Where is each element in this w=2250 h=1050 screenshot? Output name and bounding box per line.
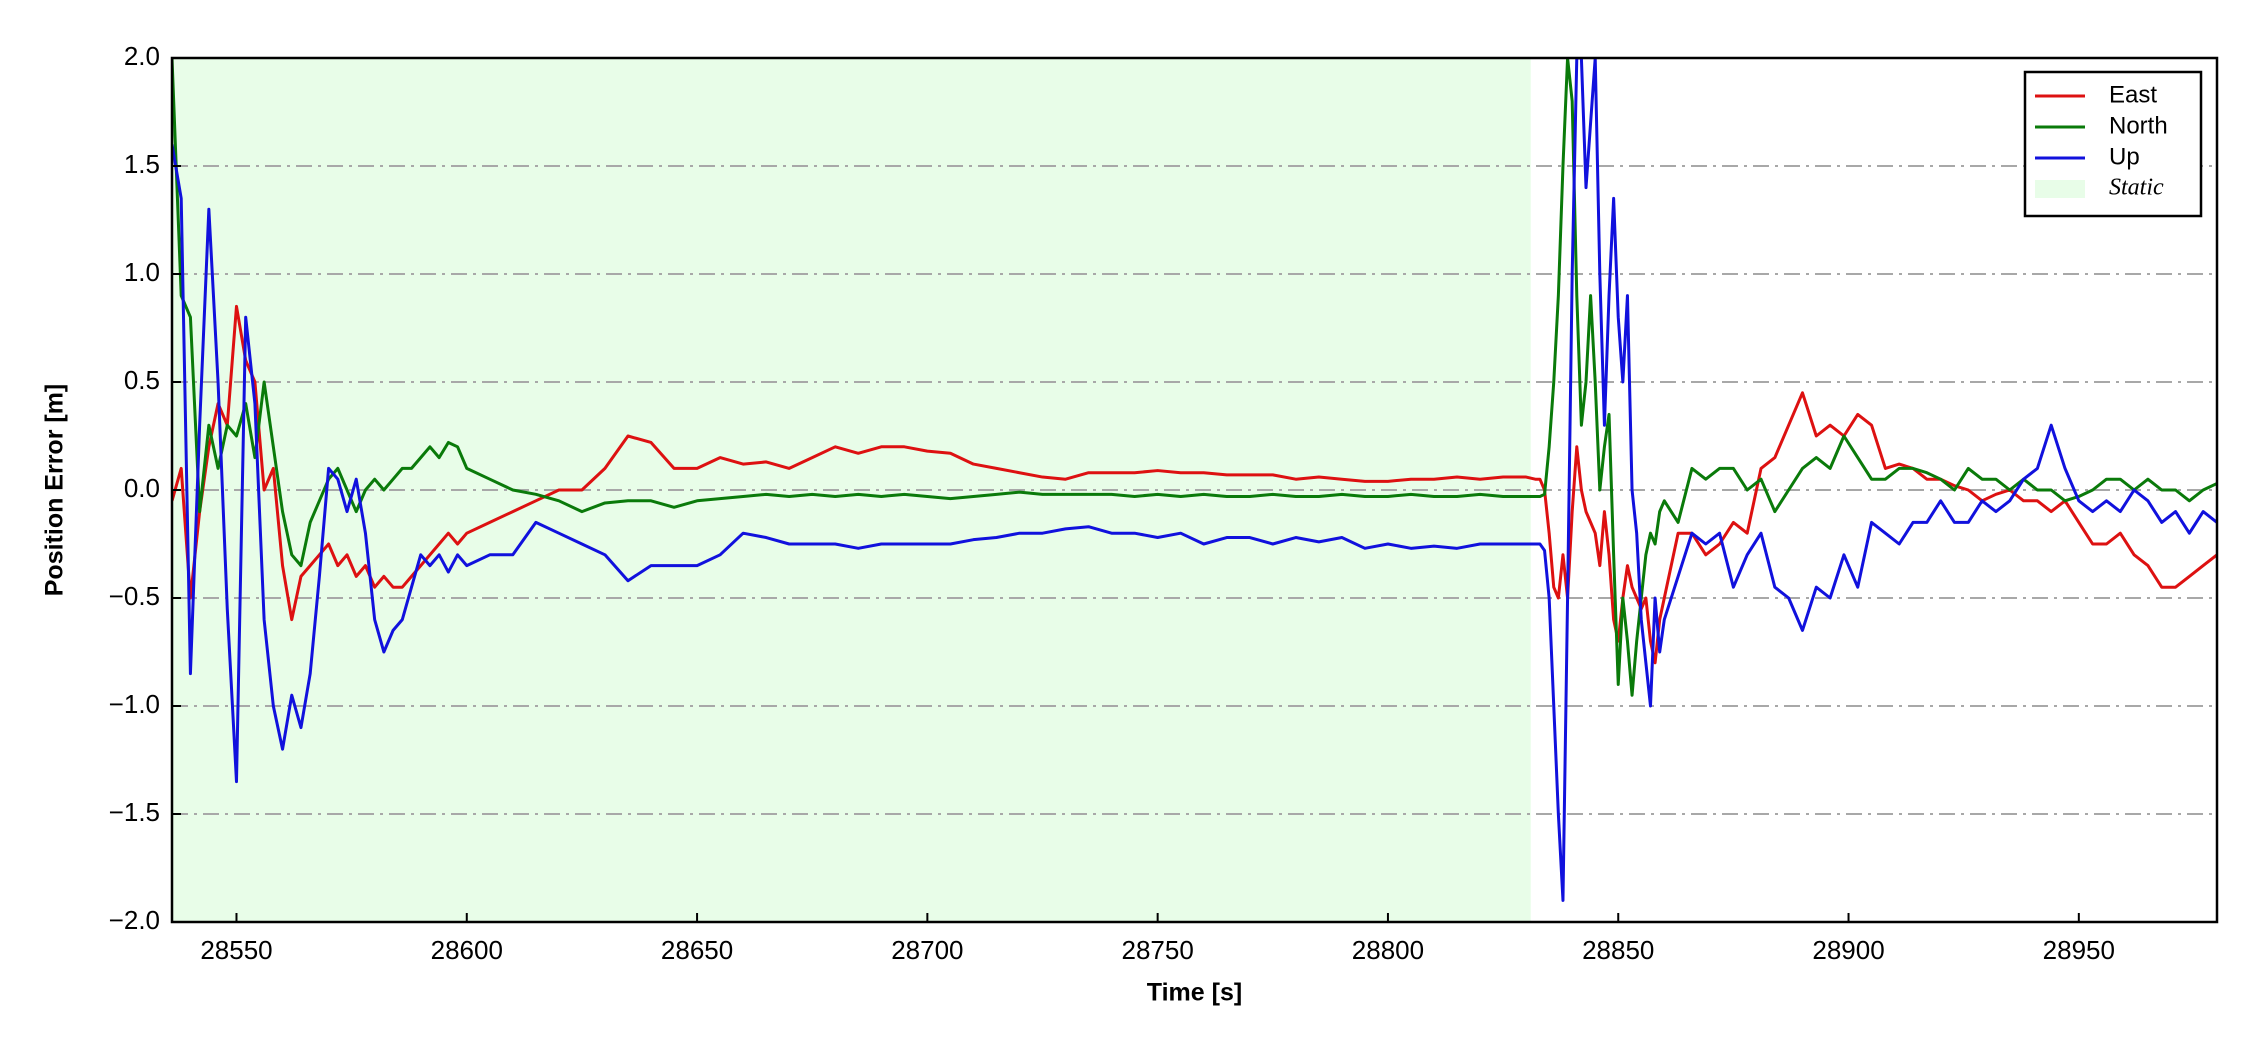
y-tick-label: 1.0: [124, 257, 160, 287]
lines: [172, 58, 2217, 902]
axes: −2.0 −1.5 −1.0 −0.5 0.0 0.5 1.0 1.5 2.0 28550 2860…: [109, 41, 2219, 965]
x-tick-label: 28700: [891, 935, 963, 965]
x-tick-label: 28800: [1352, 935, 1424, 965]
y-tick-label: 0.5: [124, 365, 160, 395]
x-tick-label: 28950: [2043, 935, 2115, 965]
y-tick-label: 1.5: [124, 149, 160, 179]
y-tick-label: −0.5: [109, 581, 160, 611]
series-line: [172, 58, 2217, 902]
y-tick-label: −2.0: [109, 905, 160, 935]
x-tick-label: 28600: [431, 935, 503, 965]
x-tick-label: 28900: [1812, 935, 1884, 965]
x-tick-label: 28550: [200, 935, 272, 965]
x-tick-label: 28650: [661, 935, 733, 965]
x-tick-label: 28750: [1121, 935, 1193, 965]
legend-label: Static: [2109, 175, 2164, 201]
legend: East North Up Static: [2023, 70, 2203, 218]
y-tick-label: −1.0: [109, 689, 160, 719]
y-tick-label: −1.5: [109, 797, 160, 827]
x-tick-label: 28850: [1582, 935, 1654, 965]
y-axis-title: Position Error [m]: [41, 384, 69, 597]
x-axis-title: Time [s]: [1147, 979, 1242, 1007]
series-line: [172, 58, 2217, 697]
legend-label: East: [2109, 81, 2157, 108]
y-tick-label: 0.0: [124, 473, 160, 503]
legend-swatch: [2035, 180, 2085, 198]
series-line: [172, 304, 2217, 665]
y-tick-label: 2.0: [124, 41, 160, 71]
legend-label: Up: [2109, 143, 2140, 170]
plot-frame: [170, 56, 2219, 924]
legend-label: North: [2109, 112, 2168, 139]
